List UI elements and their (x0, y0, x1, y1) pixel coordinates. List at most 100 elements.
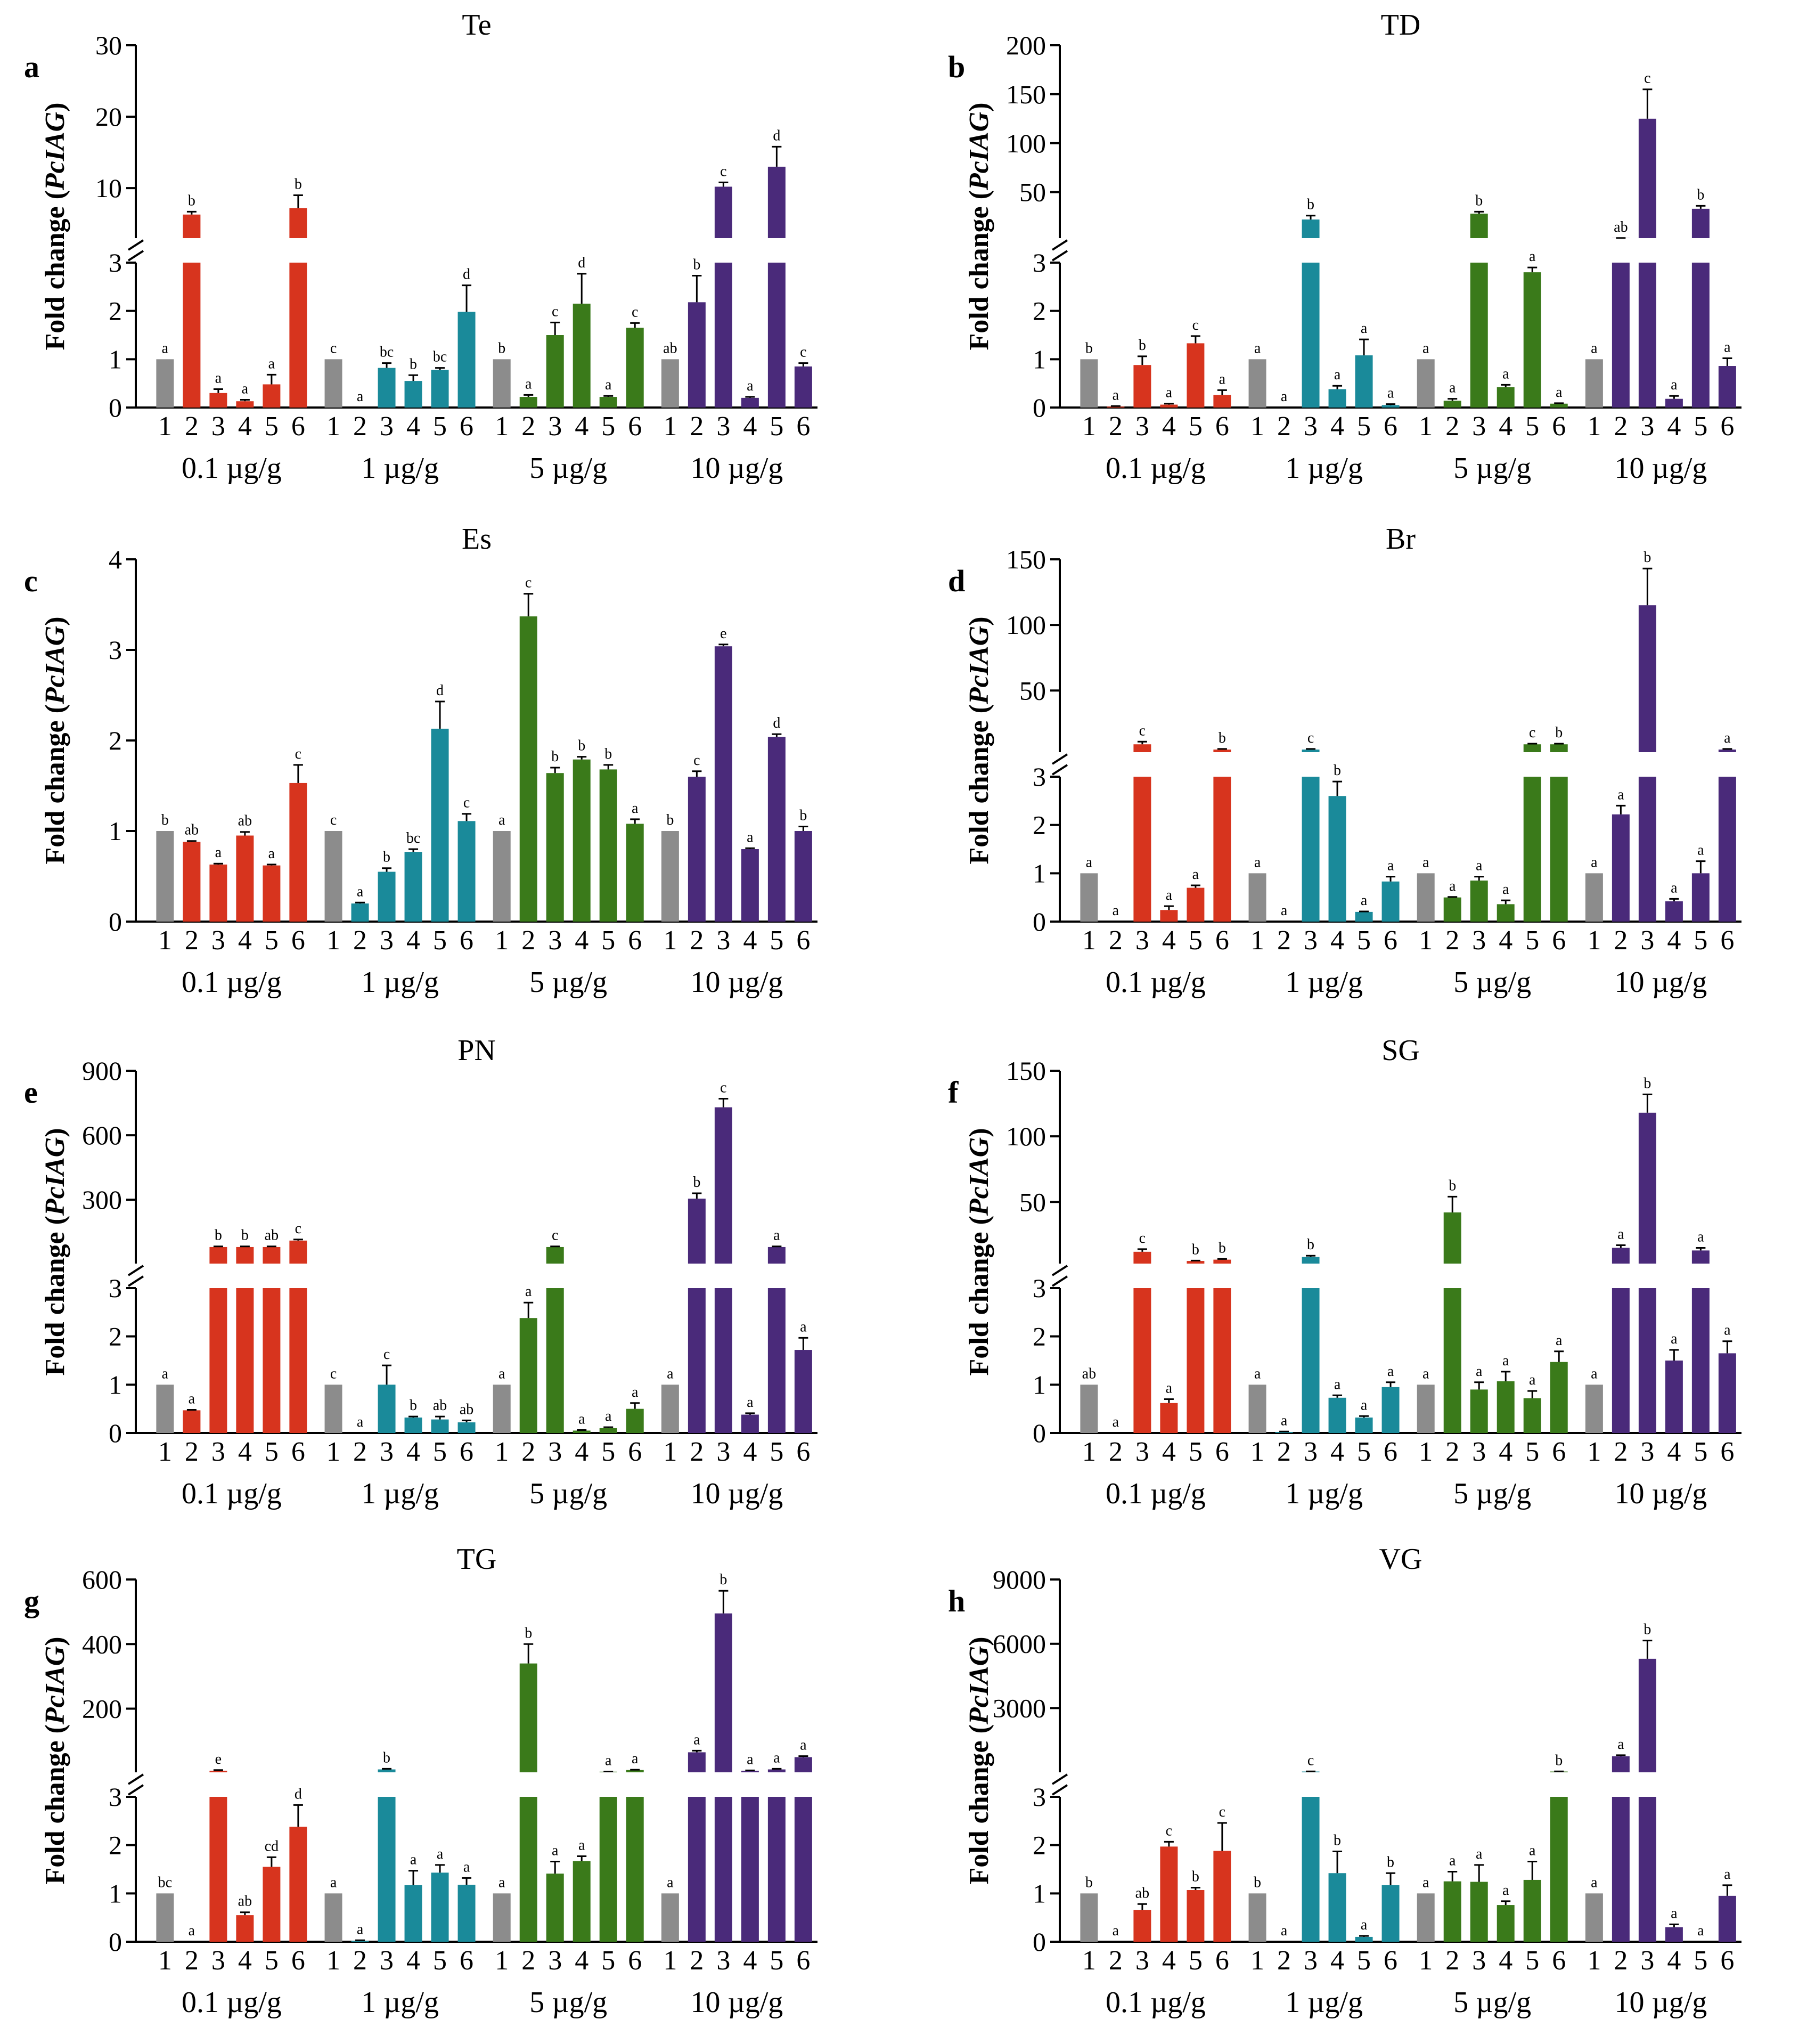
significance-letter: cd (265, 1838, 279, 1854)
significance-letter: b (604, 746, 612, 762)
y-tick-label: 2 (1033, 1322, 1046, 1351)
x-tick-label: 3 (1640, 1437, 1654, 1467)
x-tick-label: 1 (663, 1945, 677, 1976)
y-tick-label: 2 (1033, 810, 1046, 840)
y-tick-label: 0 (1033, 393, 1046, 422)
x-tick-label: 3 (380, 925, 394, 956)
x-tick-label: 4 (238, 1437, 252, 1467)
bar (714, 186, 732, 408)
y-tick-label: 3 (1033, 1273, 1046, 1303)
axis-break-mark (1051, 1275, 1068, 1287)
group-label: 0.1 µg/g (1106, 452, 1206, 485)
x-tick-label: 1 (495, 1437, 509, 1467)
bar (1248, 1385, 1266, 1433)
y-tick-label: 6000 (993, 1629, 1046, 1659)
x-tick-label: 6 (460, 1437, 473, 1467)
axis-break-mark (127, 1784, 144, 1796)
x-tick-label: 2 (690, 925, 704, 956)
bar (1381, 405, 1400, 408)
x-tick-label: 4 (575, 1437, 588, 1467)
y-label-gene: PcIAG (964, 626, 994, 705)
bar (236, 1915, 254, 1942)
x-tick-label: 6 (796, 925, 810, 956)
bar (1275, 1432, 1293, 1433)
significance-letter: b (410, 1397, 417, 1414)
significance-letter: a (605, 377, 612, 393)
x-tick-label: 2 (1109, 411, 1123, 442)
significance-letter: b (1644, 549, 1651, 566)
y-tick-label: 30 (95, 30, 122, 60)
bar (431, 1419, 449, 1433)
x-tick-label: 2 (1277, 1945, 1291, 1976)
significance-letter: ab (433, 1397, 447, 1414)
x-tick-label: 4 (406, 1945, 420, 1976)
bar (1381, 1387, 1400, 1433)
significance-letter: b (799, 808, 807, 824)
significance-letter: d (463, 266, 470, 283)
bar (599, 397, 617, 408)
x-tick-label: 2 (185, 1437, 199, 1467)
x-tick-label: 3 (548, 1945, 562, 1976)
axis-break-mark (127, 239, 144, 251)
significance-letter: a (1113, 1414, 1119, 1430)
significance-letter: a (605, 1752, 612, 1769)
bar (1718, 750, 1736, 922)
group-label: 5 µg/g (1453, 452, 1531, 485)
bar-break-gap (1212, 752, 1232, 777)
significance-letter: a (1591, 340, 1598, 356)
bar-break-gap (1637, 752, 1657, 777)
bar-break-gap (1301, 1772, 1321, 1797)
x-tick-label: 4 (1499, 1945, 1512, 1976)
y-tick-label: 150 (1006, 79, 1046, 109)
bar-break-gap (1549, 752, 1569, 777)
significance-letter: a (498, 1874, 505, 1891)
panel-title: VG (1379, 1543, 1422, 1576)
significance-letter: a (1671, 1331, 1678, 1347)
significance-letter: a (268, 355, 275, 372)
bar-break-gap (518, 1772, 538, 1797)
bar (1550, 403, 1568, 408)
bar-break-gap (766, 1264, 787, 1288)
x-tick-label: 2 (521, 1945, 535, 1976)
x-tick-label: 3 (1135, 1945, 1149, 1976)
x-tick-label: 6 (1720, 411, 1734, 442)
y-tick-label: 0 (109, 1927, 122, 1957)
significance-letter: a (1422, 1365, 1429, 1382)
x-tick-label: 5 (770, 1945, 783, 1976)
bar (1355, 911, 1373, 922)
significance-letter: b (1475, 192, 1483, 209)
y-tick-label: 1 (1033, 344, 1046, 374)
bar (209, 1770, 227, 1942)
panel-letter: f (948, 1075, 959, 1110)
x-tick-label: 2 (185, 1945, 199, 1976)
bar-break-gap (1690, 1264, 1711, 1288)
bar (688, 1199, 706, 1433)
significance-letter: a (1254, 854, 1261, 870)
bar (519, 397, 537, 408)
x-tick-label: 6 (1552, 1945, 1566, 1976)
significance-letter: b (1644, 1622, 1651, 1638)
x-tick-label: 2 (1109, 1945, 1123, 1976)
bar (1248, 1893, 1266, 1942)
y-tick-label: 1 (109, 1878, 122, 1908)
panel-letter: g (24, 1584, 39, 1618)
bar-break-gap (766, 238, 787, 263)
bar-break-gap (1637, 1772, 1657, 1797)
x-tick-label: 4 (1162, 1945, 1176, 1976)
y-label-prefix: Fold change ( (964, 704, 994, 864)
bar (1665, 1927, 1683, 1942)
y-tick-label: 10 (95, 173, 122, 203)
bar (794, 831, 812, 922)
x-tick-label: 5 (601, 1945, 615, 1976)
y-tick-label: 2 (109, 726, 122, 755)
bar (156, 831, 174, 922)
x-tick-label: 5 (433, 1437, 447, 1467)
bar-break-gap (1442, 1264, 1462, 1288)
significance-letter: a (1113, 1923, 1119, 1939)
y-tick-label: 200 (1006, 30, 1046, 60)
significance-letter: a (1422, 854, 1429, 870)
significance-letter: a (1502, 1353, 1509, 1369)
significance-letter: b (188, 192, 195, 209)
